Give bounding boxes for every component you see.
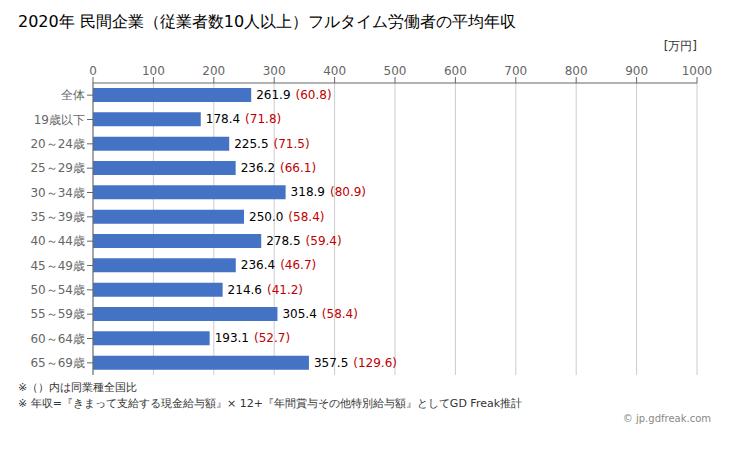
svg-text:193.1(52.7): 193.1(52.7) [215,331,290,345]
svg-text:900: 900 [625,64,648,78]
svg-text:45～49歳: 45～49歳 [30,259,85,273]
svg-text:35～39歳: 35～39歳 [30,210,85,224]
svg-text:65～69歳: 65～69歳 [30,356,85,370]
svg-text:225.5(71.5): 225.5(71.5) [234,137,309,151]
html-text:※ 年収=『きまって支給する現金給与額』× 12+『年間賞与: ※ 年収=『きまって支給する現金給与額』× 12+『年間賞与その他特別給与額』と… [18,397,522,410]
svg-text:全体: 全体 [61,88,85,102]
svg-text:214.6(41.2): 214.6(41.2) [228,283,303,297]
svg-text:305.4(58.4): 305.4(58.4) [282,307,357,321]
html-text:2020年 民間企業（従業者数10人以上）フルタイム労働者の: 2020年 民間企業（従業者数10人以上）フルタイム労働者の平均年収 [18,12,517,31]
svg-text:0: 0 [89,64,97,78]
svg-text:40～44歳: 40～44歳 [30,234,85,248]
svg-text:50～54歳: 50～54歳 [30,283,85,297]
svg-text:500: 500 [384,64,407,78]
svg-text:178.4(71.8): 178.4(71.8) [206,112,281,126]
svg-text:55～59歳: 55～59歳 [30,307,85,321]
svg-text:600: 600 [444,64,467,78]
svg-text:236.2(66.1): 236.2(66.1) [241,161,316,175]
svg-text:19歳以下: 19歳以下 [34,113,85,127]
svg-text:800: 800 [565,64,588,78]
html-text:※（）内は同業種全国比: ※（）内は同業種全国比 [18,381,138,394]
svg-text:357.5(129.6): 357.5(129.6) [314,356,397,370]
svg-text:400: 400 [323,64,346,78]
html-text:[万円]: [万円] [663,39,697,53]
svg-text:20～24歳: 20～24歳 [30,137,85,151]
svg-text:1000: 1000 [682,64,713,78]
html-text:© jp.gdfreak.com: © jp.gdfreak.com [622,413,711,424]
svg-text:261.9(60.8): 261.9(60.8) [256,88,331,102]
svg-text:60～64歳: 60～64歳 [30,332,85,346]
svg-text:300: 300 [263,64,286,78]
svg-text:30～34歳: 30～34歳 [30,186,85,200]
svg-text:250.0(58.4): 250.0(58.4) [249,210,324,224]
svg-text:700: 700 [504,64,527,78]
svg-text:100: 100 [142,64,165,78]
svg-text:25～29歳: 25～29歳 [30,161,85,175]
svg-text:236.4(46.7): 236.4(46.7) [241,258,316,272]
svg-text:278.5(59.4): 278.5(59.4) [266,234,341,248]
svg-text:200: 200 [202,64,225,78]
svg-text:318.9(80.9): 318.9(80.9) [291,185,366,199]
